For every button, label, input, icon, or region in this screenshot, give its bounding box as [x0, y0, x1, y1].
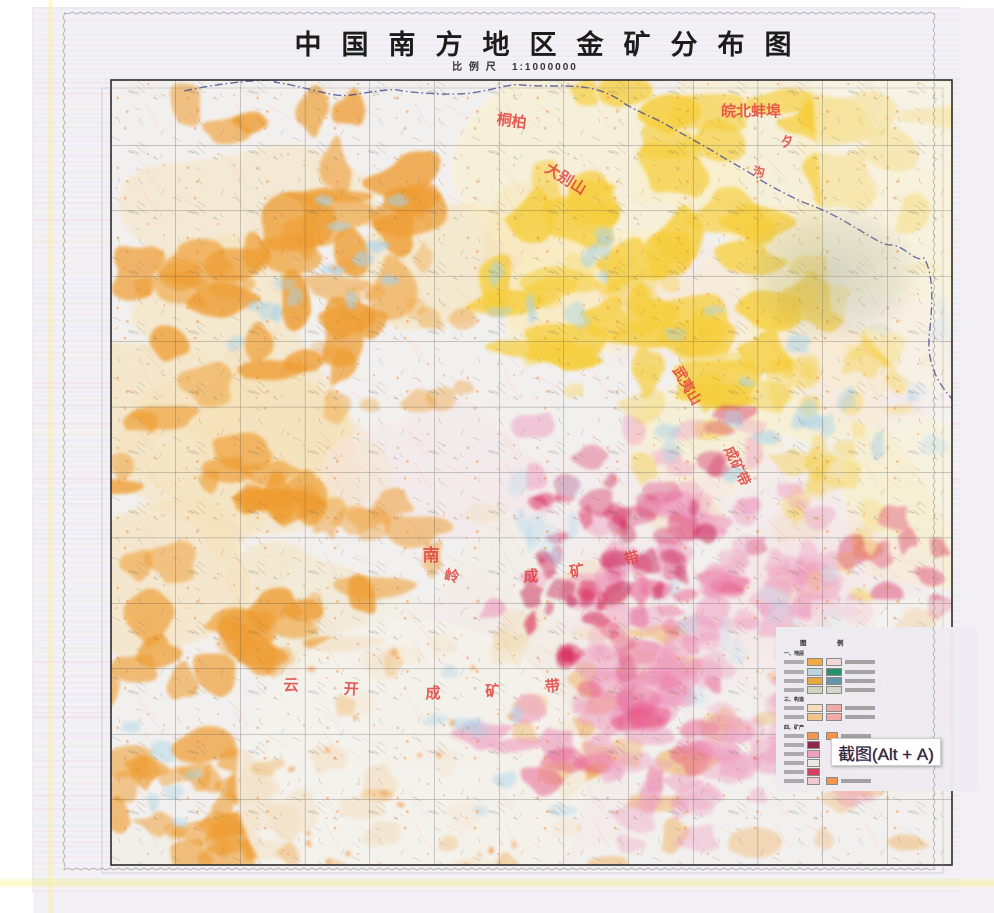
svg-text:南: 南 [423, 545, 440, 565]
svg-text:开: 开 [343, 681, 359, 699]
svg-text:岭: 岭 [443, 566, 461, 586]
svg-text:夕: 夕 [780, 133, 795, 150]
svg-text:成: 成 [523, 567, 538, 585]
svg-text:矿: 矿 [485, 682, 501, 701]
svg-text:带: 带 [544, 677, 560, 695]
svg-text:矿: 矿 [568, 561, 586, 581]
svg-text:成: 成 [425, 684, 440, 702]
svg-text:沟: 沟 [752, 163, 766, 180]
svg-text:云: 云 [283, 677, 298, 694]
svg-text:皖北蚌埠: 皖北蚌埠 [721, 102, 781, 120]
